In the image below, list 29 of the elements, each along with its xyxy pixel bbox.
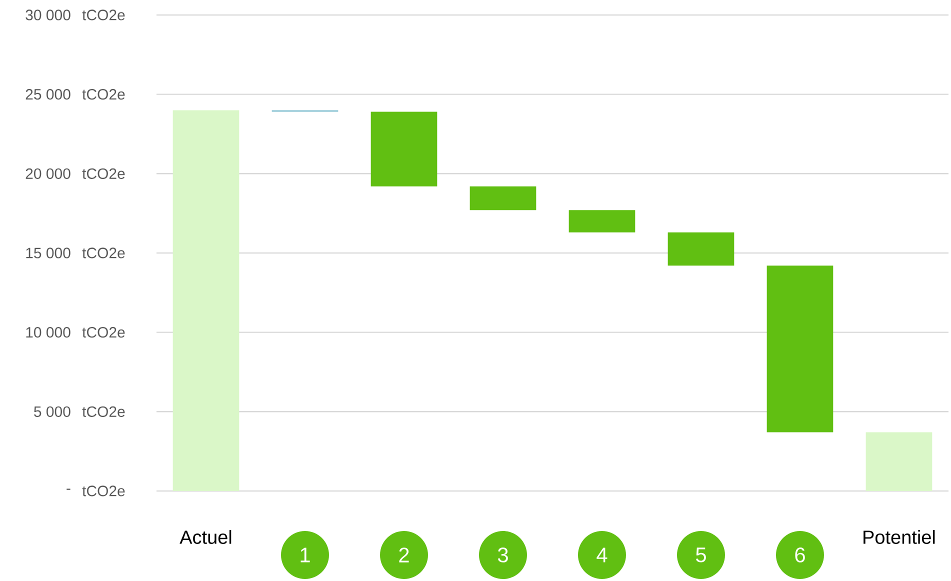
x-tick-label: 2 [399, 548, 409, 562]
text: tCO2e [82, 10, 125, 20]
bar [172, 110, 240, 491]
text: tCO2e [82, 248, 125, 258]
y-tick-label: 30 000 [26, 10, 70, 20]
bar [866, 432, 932, 491]
x-tick-label: 5 [696, 548, 706, 562]
x-tick-label: 6 [795, 548, 805, 562]
y-tick-label: 25 000 [26, 89, 70, 100]
x-tick-label: 3 [498, 548, 508, 562]
text: tCO2e [82, 406, 125, 417]
text: tCO2e [82, 327, 125, 338]
text: tCO2e [82, 89, 125, 100]
bar [668, 232, 734, 266]
y-tick-label: - [66, 488, 70, 490]
bar [370, 112, 438, 186]
y-tick-label: 10 000 [26, 327, 70, 338]
x-tick-label: 4 [596, 548, 608, 562]
bar [568, 210, 636, 232]
x-tick-label: 1 [300, 548, 310, 562]
x-tick-label: Actuel [180, 530, 232, 544]
y-tick-label: 15 000 [26, 248, 70, 258]
y-tick-label: 20 000 [26, 168, 70, 179]
text: tCO2e [82, 168, 125, 179]
bar [766, 266, 834, 432]
bar [470, 186, 536, 210]
y-tick-label: 5 000 [34, 406, 70, 417]
y-axis-title: tCO2e [82, 486, 125, 496]
x-tick-label: Potentiel [864, 530, 935, 544]
